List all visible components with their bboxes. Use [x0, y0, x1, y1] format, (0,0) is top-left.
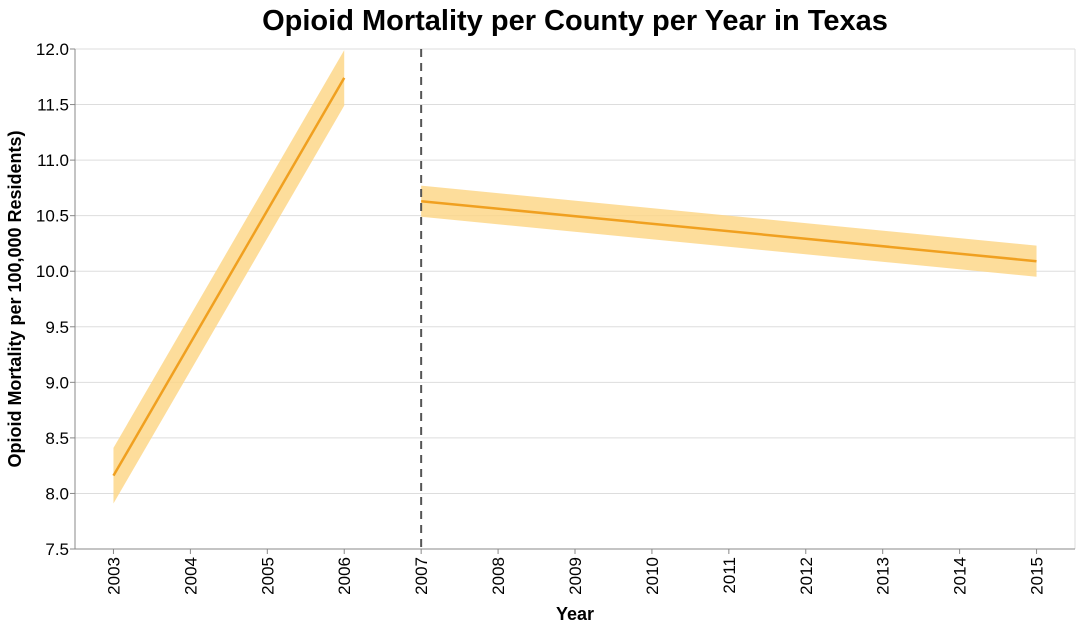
- x-tick-label: 2010: [643, 557, 662, 595]
- x-tick-label: 2012: [797, 557, 816, 595]
- y-tick-label: 9.0: [45, 373, 69, 392]
- x-tick-label: 2008: [489, 557, 508, 595]
- band-layer: [113, 50, 1037, 504]
- y-tick-label: 7.5: [45, 540, 69, 559]
- axis-domain: [74, 49, 1075, 550]
- x-tick-label: 2004: [181, 557, 200, 595]
- y-tick-label: 8.5: [45, 429, 69, 448]
- chart-title: Opioid Mortality per County per Year in …: [262, 5, 888, 37]
- y-tick-label: 11.5: [37, 96, 69, 115]
- line-layer: [112, 49, 1037, 549]
- x-tick-label: 2005: [258, 557, 277, 595]
- series-line-after: [421, 199, 1037, 263]
- x-tick-label: 2015: [1028, 557, 1047, 595]
- x-tick-label: 2011: [720, 557, 739, 594]
- x-tick-label: 2009: [566, 557, 585, 595]
- y-tick-label: 11.0: [37, 151, 69, 170]
- series-line-before: [112, 77, 346, 477]
- y-tick-label: 8.0: [45, 484, 69, 503]
- axis-layer: 7.5 8.0 8.5 9.0 9.5 10.0 10.5 11.0 11.5 12.0 2003 2…: [36, 40, 1075, 595]
- x-tick-label: 2006: [335, 557, 354, 595]
- y-tick-label: 9.5: [45, 318, 69, 337]
- x-tick-label: 2007: [412, 557, 431, 595]
- x-axis-title: Year: [556, 604, 594, 624]
- x-tick-label: 2014: [951, 557, 970, 595]
- x-tick-label: 2013: [874, 557, 893, 595]
- y-axis-title: Opioid Mortality per 100,000 Residents): [5, 130, 25, 467]
- y-tick-label: 10.5: [36, 207, 69, 226]
- y-tick-label: 12.0: [36, 40, 69, 59]
- y-tick-label: 10.0: [36, 262, 69, 281]
- x-tick-label: 2003: [104, 557, 123, 595]
